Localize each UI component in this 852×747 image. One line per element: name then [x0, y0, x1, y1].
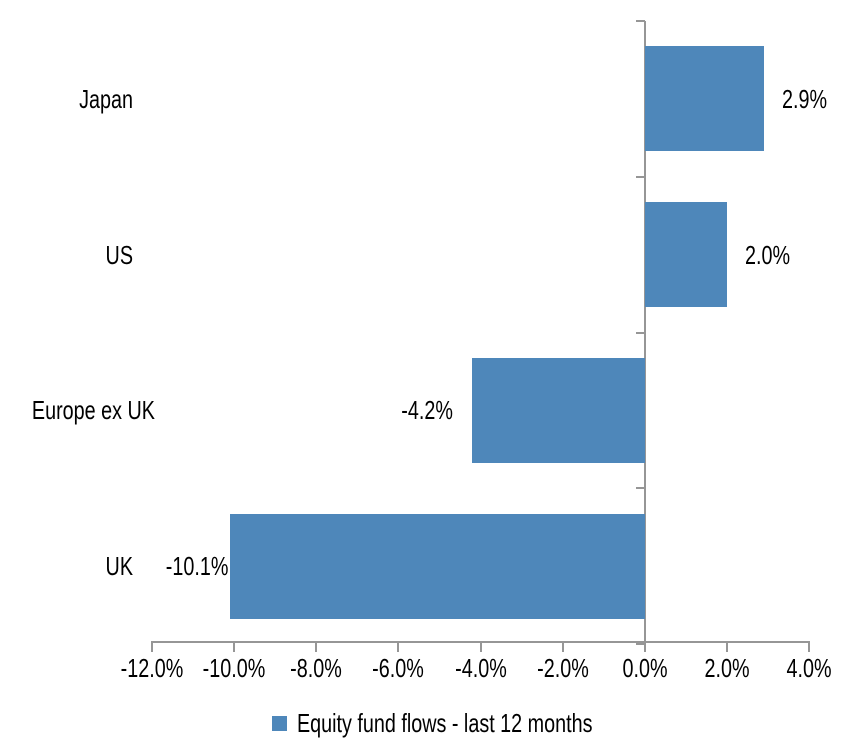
data-label: -4.2% [401, 395, 454, 426]
category-tick [635, 643, 645, 645]
category-tick [635, 20, 645, 22]
bar-us [644, 202, 727, 308]
value-axis-line [151, 641, 810, 643]
bar-japan [644, 46, 764, 152]
category-label: UK [105, 551, 133, 582]
legend-marker-square [272, 716, 287, 731]
x-tick-label: -4.0% [454, 653, 507, 683]
category-label: Japan [79, 83, 133, 114]
category-axis-line [643, 21, 646, 643]
bar-uk [230, 513, 645, 619]
x-tick-label: 2.0% [704, 653, 750, 683]
x-tick [151, 643, 153, 652]
category-label: Europe ex UK [31, 395, 155, 426]
x-tick [233, 643, 236, 652]
category-tick [635, 175, 645, 178]
x-tick-label: -10.0% [202, 653, 266, 683]
legend-label: Equity fund flows - last 12 months [297, 708, 593, 738]
x-tick [315, 643, 318, 652]
data-label: -10.1% [165, 551, 229, 582]
category-tick [635, 331, 645, 334]
x-tick [725, 643, 728, 652]
x-tick-label: -6.0% [372, 653, 425, 683]
category-label: US [105, 239, 133, 270]
x-tick-label: 4.0% [786, 653, 832, 683]
data-label: 2.0% [744, 239, 790, 270]
x-tick-label: -8.0% [290, 653, 343, 683]
x-tick [808, 643, 810, 652]
data-label: 2.9% [781, 83, 827, 114]
x-tick [561, 643, 564, 652]
x-tick-label: -2.0% [536, 653, 589, 683]
bar-europe-ex-uk [472, 357, 645, 463]
x-tick [643, 643, 646, 652]
category-tick [635, 487, 645, 490]
x-tick-label: -12.0% [120, 653, 184, 683]
x-tick-label: 0.0% [622, 653, 668, 683]
x-tick [397, 643, 400, 652]
x-tick [479, 643, 482, 652]
